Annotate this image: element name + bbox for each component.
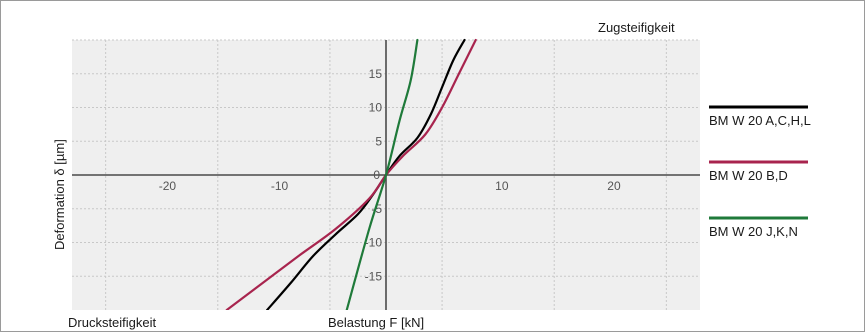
legend-label-3: BM W 20 J,K,N	[709, 224, 798, 239]
y-axis-label: Deformation δ [µm]	[52, 139, 67, 250]
y-tick-label: 15	[369, 67, 383, 81]
legend-label-2: BM W 20 B,D	[709, 168, 788, 183]
x-tick-label: -10	[271, 179, 289, 193]
x-axis-label: Belastung F [kN]	[328, 315, 424, 330]
y-tick-label: -10	[365, 236, 383, 250]
legend: BM W 20 A,C,H,L BM W 20 B,D BM W 20 J,K,N	[709, 105, 811, 239]
origin-label: 0	[373, 168, 380, 182]
y-tick-label: 10	[369, 101, 383, 115]
y-tick-label: -5	[371, 202, 382, 216]
x-tick-label: 20	[607, 179, 621, 193]
corner-label-bottom-left: Drucksteifigkeit	[68, 315, 157, 330]
series-line-3	[345, 38, 419, 310]
x-tick-label: 10	[495, 179, 509, 193]
series-layer	[225, 38, 477, 310]
corner-label-top-right: Zugsteifigkeit	[598, 20, 675, 35]
tick-labels: -20 -10 10 20 -15 -10 -5 5 10 15 0	[159, 67, 621, 284]
x-tick-label: -20	[159, 179, 177, 193]
legend-label-1: BM W 20 A,C,H,L	[709, 113, 811, 128]
y-tick-label: 5	[375, 134, 382, 148]
y-tick-label: -15	[365, 269, 383, 283]
